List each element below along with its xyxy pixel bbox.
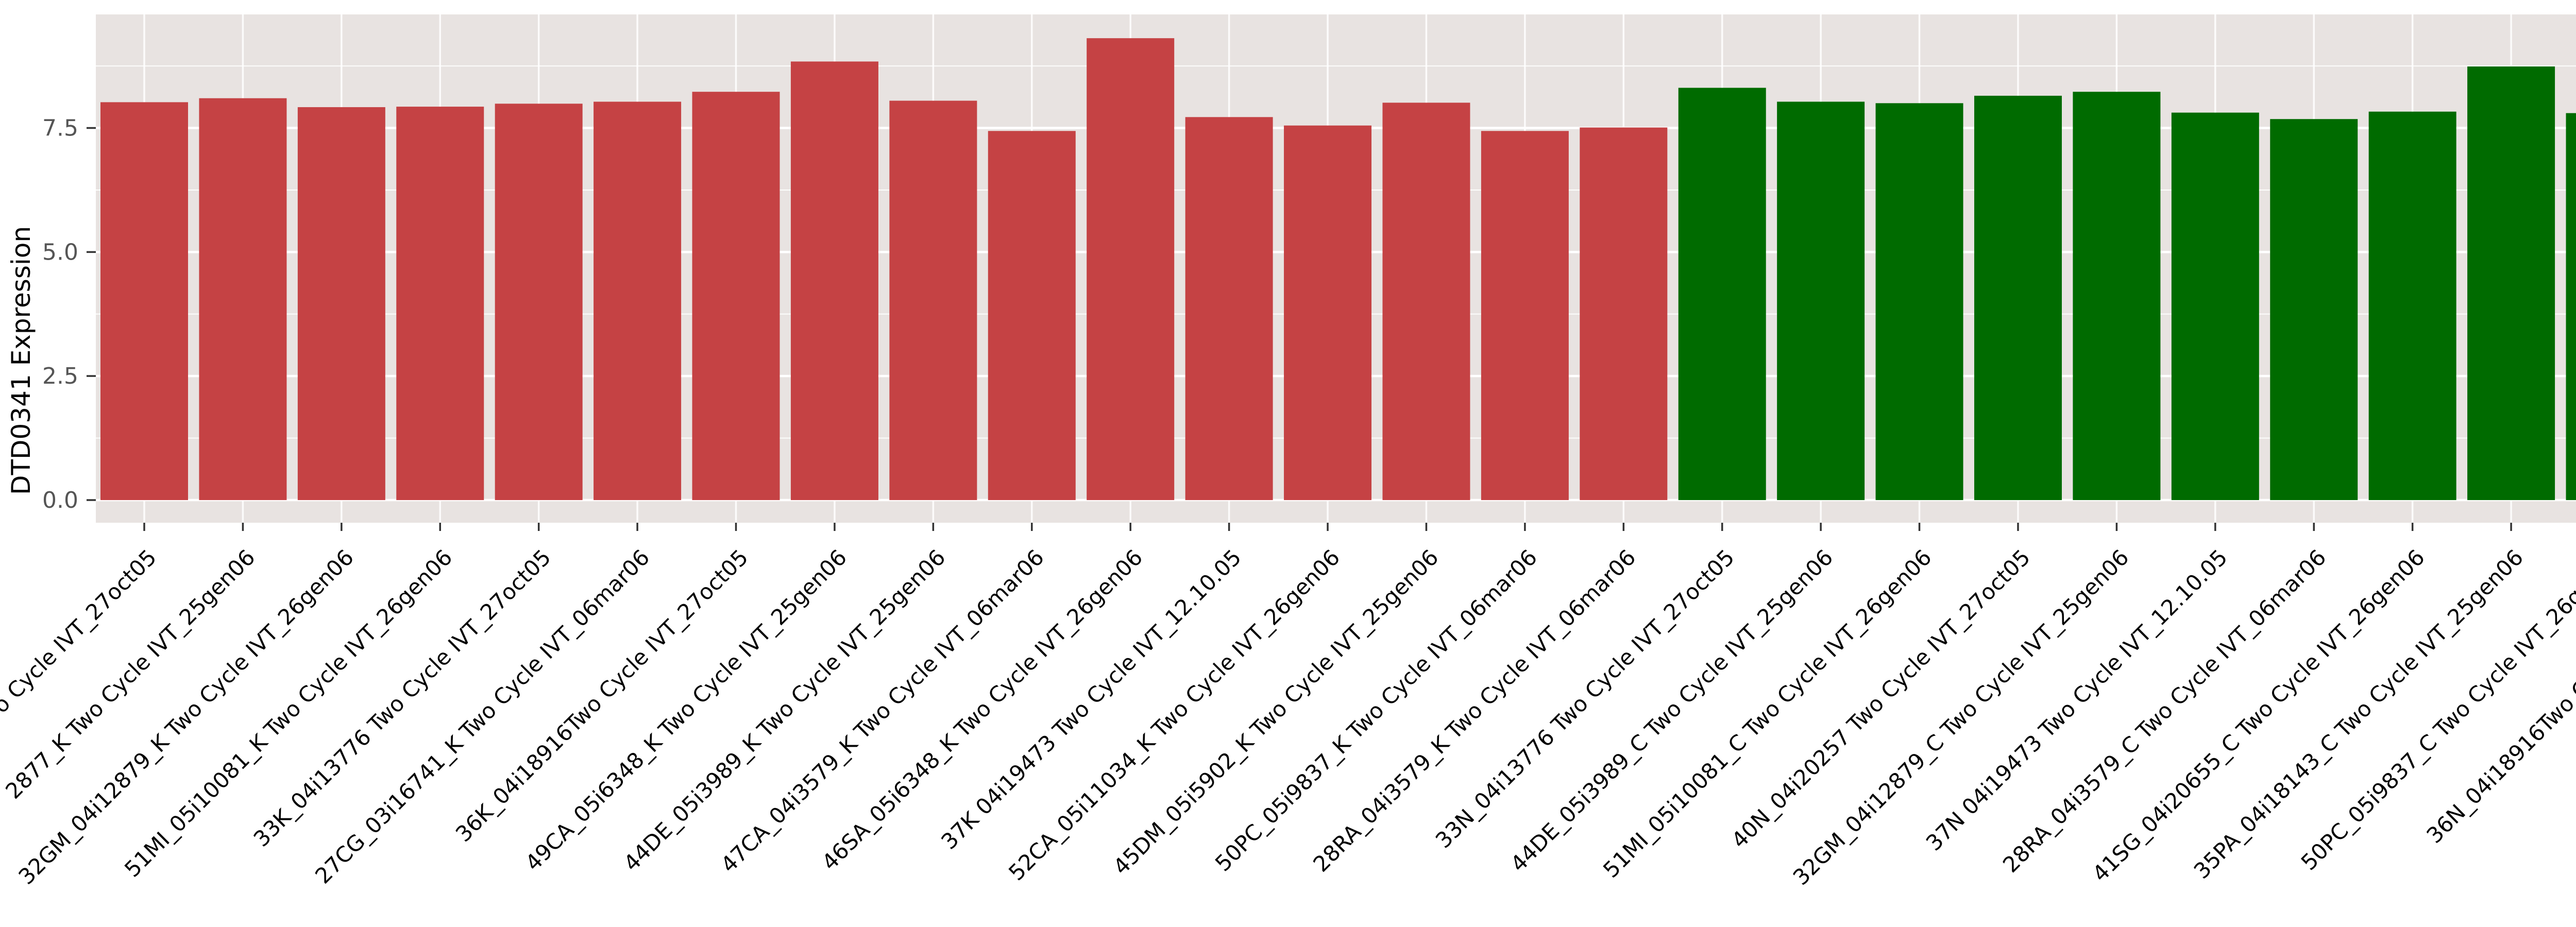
y-tick-label: 2.5 [42,363,78,389]
bar [495,104,583,500]
bar [594,101,682,500]
y-axis-label: DTD0341 Expression [6,226,36,495]
y-tick-label: 0.0 [42,487,78,513]
x-tick-label: 45DM_05i5902_K Two Cycle IVT_25gen06 [1108,544,1443,879]
bar [396,107,484,501]
bar [2073,92,2161,500]
x-tick-label: 35PA_04i18143_C Two Cycle IVT_25gen06 [2189,544,2528,883]
bar [1580,127,1668,500]
x-tick-label: 27CG_03i16741_K Two Cycle IVT_06mar06 [310,544,654,888]
bar [1382,102,1470,500]
bar [2368,111,2456,501]
bar [2566,113,2576,501]
x-tick-label: 51MI_05i10081_C Two Cycle IVT_26gen06 [1598,544,1937,883]
y-tick-label: 7.5 [42,115,78,142]
bar [889,100,977,500]
x-tick-label: 41SG_04i20655_C Two Cycle IVT_26gen06 [2088,544,2430,886]
bar [1875,103,1963,501]
bar [199,98,287,501]
x-tick-label: 52CA_05i11034_K Two Cycle IVT_26gen06 [1004,544,1345,885]
bar [1974,95,2062,500]
bar [692,92,780,500]
bar [1481,131,1569,500]
x-tick-label: 32GM_04i12879_K Two Cycle IVT_26gen06 [13,544,359,889]
x-tick-label: 51MI_05i10081_K Two Cycle IVT_26gen06 [120,544,457,882]
bar [100,102,188,500]
bar [2270,119,2358,500]
bar [1284,125,1372,500]
bar [2171,112,2259,500]
bar [1185,117,1273,500]
y-tick-label: 5.0 [42,239,78,265]
bar [988,131,1076,500]
x-tick-label: 32GM_04i12879_C Two Cycle IVT_25gen06 [1788,544,2134,890]
bar [1777,101,1865,500]
bar [790,61,878,500]
bar [2467,66,2555,500]
bar [297,107,385,500]
bar [1678,88,1766,501]
bar [1087,38,1175,500]
